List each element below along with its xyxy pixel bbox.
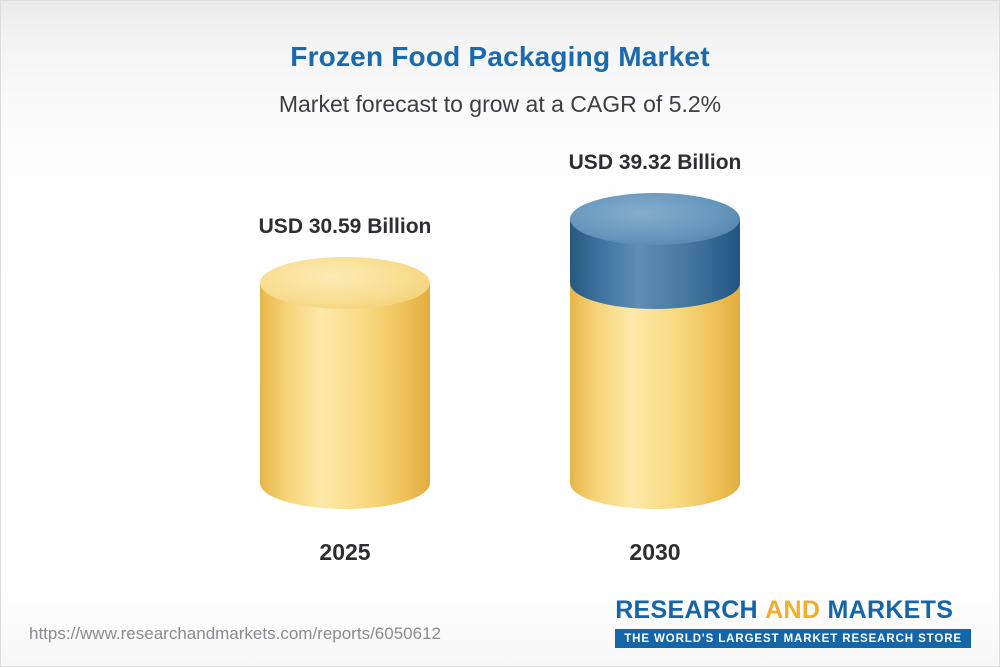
bar-2030-cap [570, 193, 740, 245]
brand-wordmark: RESEARCH AND MARKETS [615, 596, 953, 625]
bar-group-2030: USD 39.32 Billion 2030 [540, 151, 772, 566]
page-subtitle: Market forecast to grow at a CAGR of 5.2… [278, 91, 722, 117]
bar-2025 [246, 257, 462, 523]
category-label-2030: 2030 [629, 539, 681, 565]
footer: https://www.researchandmarkets.com/repor… [1, 596, 999, 648]
brand-word-and: AND [765, 596, 821, 624]
bar-2030 [556, 193, 772, 523]
brand-logo: RESEARCH AND MARKETS THE WORLD'S LARGEST… [615, 596, 971, 648]
category-label-2025: 2025 [319, 539, 371, 565]
page-title: Frozen Food Packaging Market [290, 41, 710, 72]
bar-group-2025: USD 30.59 Billion 2025 [230, 215, 462, 566]
brand-tagline: THE WORLD'S LARGEST MARKET RESEARCH STOR… [615, 629, 971, 648]
brand-word-markets: MARKETS [827, 596, 954, 624]
brand-word-research: RESEARCH [615, 596, 758, 624]
chart-area: USD 30.59 Billion 2025 USD 39.32 Billion… [1, 151, 999, 566]
bar-2025-cap [260, 257, 430, 309]
header: Frozen Food Packaging Market Market fore… [1, 1, 999, 118]
report-url: https://www.researchandmarkets.com/repor… [29, 624, 441, 643]
value-label-2030: USD 39.32 Billion [568, 151, 742, 174]
value-label-2025: USD 30.59 Billion [258, 215, 432, 238]
bar-2025-body [260, 283, 430, 509]
